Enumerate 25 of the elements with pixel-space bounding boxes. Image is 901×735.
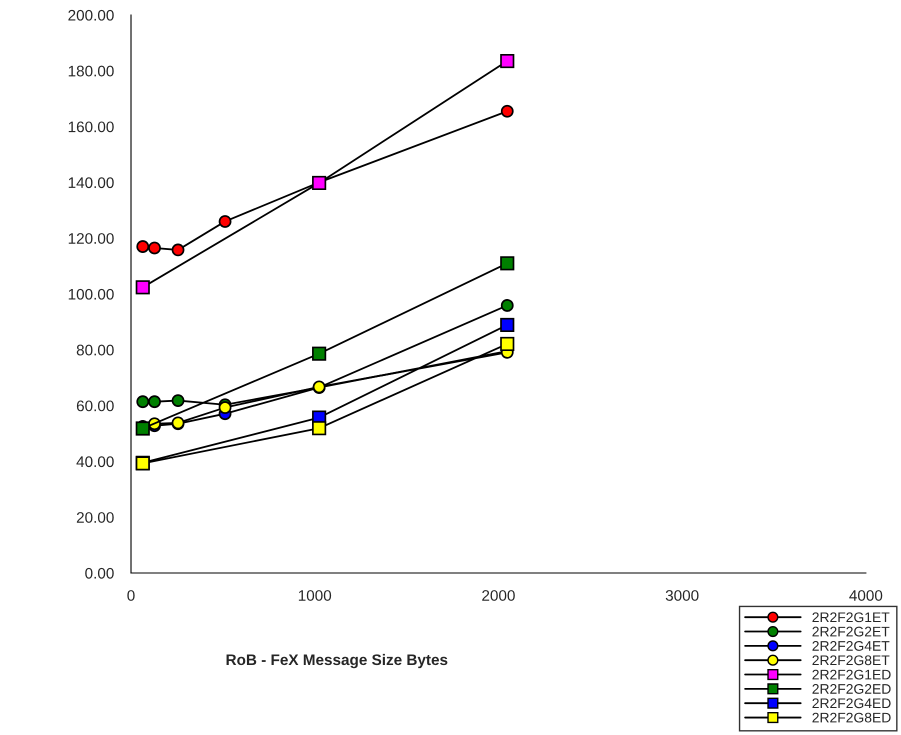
x-axis-title: RoB - FeX Message Size Bytes bbox=[226, 654, 448, 668]
legend-label: 2R2F2G2ET bbox=[812, 626, 890, 637]
x-tick-label: 0 bbox=[127, 590, 135, 601]
legend-label: 2R2F2G4ET bbox=[812, 641, 890, 651]
legend-label: 2R2F2G4ED bbox=[812, 698, 891, 708]
x-tick-label: 1000 bbox=[298, 590, 332, 601]
y-tick-label: 0.00 bbox=[85, 568, 114, 579]
legend-label: 2R2F2G8ET bbox=[812, 655, 890, 666]
x-tick-label: 4000 bbox=[849, 590, 882, 601]
y-tick-label: 200.00 bbox=[68, 10, 114, 21]
x-tick-label: 2000 bbox=[482, 590, 515, 601]
y-tick-label: 80.00 bbox=[76, 344, 114, 356]
y-tick-label: 180.00 bbox=[68, 66, 114, 76]
legend-label: 2R2F2G2ED bbox=[812, 684, 891, 694]
y-tick-label: 120.00 bbox=[68, 233, 114, 244]
y-tick-label: 140.00 bbox=[68, 177, 114, 188]
y-tick-label: 160.00 bbox=[68, 121, 114, 132]
legend-label: 2R2F2G1ED bbox=[812, 670, 891, 680]
y-tick-label: 100.00 bbox=[68, 288, 114, 300]
legend-label: 2R2F2G8ED bbox=[812, 712, 891, 723]
y-tick-label: 20.00 bbox=[76, 512, 114, 523]
y-tick-label: 40.00 bbox=[76, 456, 114, 468]
legend-label: 2R2F2G1ET bbox=[812, 612, 890, 622]
y-tick-label: 60.00 bbox=[76, 400, 114, 412]
x-tick-label: 3000 bbox=[666, 590, 699, 601]
